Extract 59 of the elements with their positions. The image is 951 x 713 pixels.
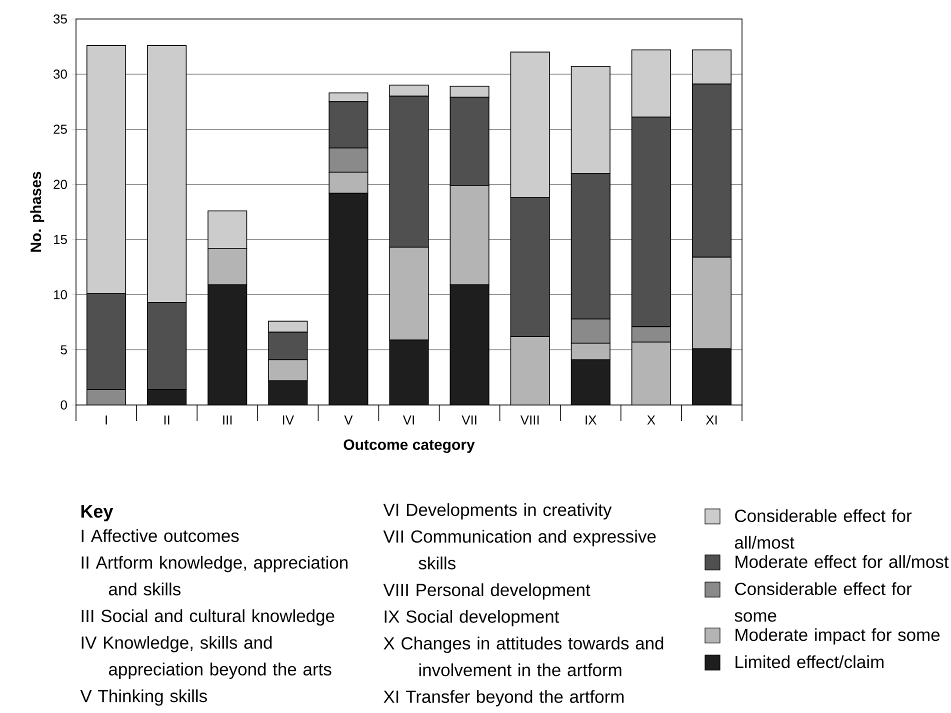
y-tick-label: 0	[60, 400, 67, 410]
x-tick-label: XI	[706, 416, 717, 424]
text: Key	[81, 505, 114, 522]
legend-label: Limited effect/claim	[736, 655, 884, 668]
bar	[390, 340, 428, 405]
text: X Changes in attitudes towards and involvement in the artform	[384, 636, 664, 676]
legend-label: Considerable effect for all/most	[734, 509, 912, 549]
bar	[692, 256, 732, 350]
text: VIII Personal development	[383, 583, 590, 600]
text: VII Communication and expressive skills	[383, 530, 656, 570]
bar	[570, 318, 610, 344]
y-tick-label: 25	[54, 124, 67, 134]
x-tick-label: V	[344, 416, 353, 424]
x-tick-label: III	[223, 416, 232, 424]
bar	[328, 172, 368, 194]
bar	[328, 148, 368, 173]
y-tick-label: 30	[54, 70, 67, 79]
x-tick-label: I	[106, 416, 107, 424]
text: II Artform knowledge, appreciation and skills	[82, 556, 348, 596]
text: IV Knowledge, skills and appreciation beyond the arts	[82, 636, 332, 679]
y-tick-label: 10	[54, 290, 67, 300]
legend-label: Considerable effect for some	[734, 582, 912, 622]
x-tick-label: X	[647, 416, 656, 424]
bar	[147, 390, 186, 405]
bar	[268, 380, 308, 405]
x-tick-label: VI	[402, 416, 414, 424]
bar	[692, 348, 732, 405]
legend-label: Moderate impact for some	[736, 628, 940, 645]
text: V Thinking skills	[80, 689, 207, 706]
y-tick-label: 20	[54, 180, 67, 190]
text: IX Social development	[384, 610, 560, 626]
x-tick-label: VII	[462, 416, 476, 424]
bar	[208, 248, 248, 286]
bar	[86, 390, 126, 405]
bar	[631, 326, 671, 343]
x-tick-label: II	[164, 416, 170, 424]
bar	[450, 284, 489, 405]
bar	[510, 336, 550, 405]
bar	[208, 284, 247, 405]
y-tick-label: 15	[54, 235, 67, 244]
bar	[450, 185, 490, 286]
x-tick-label: VIII	[520, 416, 539, 424]
bar	[570, 342, 610, 360]
text: XI Transfer beyond the artform	[384, 690, 624, 706]
x-axis-title: Outcome category	[344, 439, 475, 453]
legend-label: Moderate effect for all/most	[736, 555, 949, 568]
bar	[632, 342, 671, 405]
x-tick-label: IX	[586, 416, 597, 424]
bar	[329, 193, 368, 405]
text: III Social and cultural knowledge	[82, 609, 334, 626]
bar	[571, 360, 610, 405]
text: I Affective outcomes	[82, 529, 239, 542]
x-tick-label: IV	[282, 416, 294, 424]
y-tick-label: 35	[54, 14, 67, 24]
bar	[268, 359, 308, 382]
y-axis-title: No. phases	[30, 172, 44, 252]
text: VI Developments in creativity	[383, 503, 612, 520]
bar	[389, 246, 429, 340]
y-tick-label: 5	[60, 345, 67, 354]
